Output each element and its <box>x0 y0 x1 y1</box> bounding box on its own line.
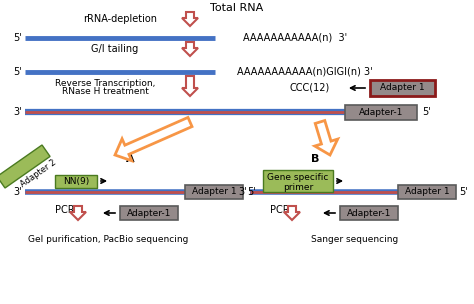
FancyBboxPatch shape <box>345 105 417 120</box>
Polygon shape <box>182 42 198 56</box>
Text: PCR: PCR <box>55 205 74 215</box>
Text: B: B <box>311 154 319 164</box>
Text: 5': 5' <box>247 187 256 197</box>
Text: Adapter-1: Adapter-1 <box>347 209 391 217</box>
Polygon shape <box>284 206 300 220</box>
Polygon shape <box>182 76 198 96</box>
Text: AAAAAAAAAAA(n)GIGI(n) 3': AAAAAAAAAAA(n)GIGI(n) 3' <box>237 67 373 77</box>
FancyBboxPatch shape <box>370 80 435 96</box>
Text: G/I tailing: G/I tailing <box>91 44 138 54</box>
Text: 3': 3' <box>239 187 247 197</box>
FancyBboxPatch shape <box>120 206 178 220</box>
FancyBboxPatch shape <box>263 170 333 192</box>
Text: NN(9): NN(9) <box>63 177 89 186</box>
Text: Sanger sequencing: Sanger sequencing <box>311 236 399 244</box>
Text: A: A <box>126 154 134 164</box>
Text: Reverse Transcription,: Reverse Transcription, <box>55 78 155 88</box>
Text: Adapter 1: Adapter 1 <box>405 188 449 196</box>
FancyBboxPatch shape <box>398 185 456 199</box>
Polygon shape <box>115 117 192 161</box>
Text: Adapter 1: Adapter 1 <box>380 84 425 92</box>
Text: Gel purification, PacBio sequencing: Gel purification, PacBio sequencing <box>28 236 188 244</box>
Text: 5': 5' <box>14 67 22 77</box>
Text: Adapter-1: Adapter-1 <box>359 108 403 117</box>
FancyBboxPatch shape <box>340 206 398 220</box>
Text: Gene specific: Gene specific <box>267 174 328 182</box>
Text: 5': 5' <box>460 187 468 197</box>
Text: AAAAAAAAAAA(n)  3': AAAAAAAAAAA(n) 3' <box>243 33 347 43</box>
Polygon shape <box>315 121 337 155</box>
Text: 3': 3' <box>14 107 22 117</box>
Text: Adapter 1: Adapter 1 <box>191 188 237 196</box>
Text: CCC(12): CCC(12) <box>290 83 330 93</box>
FancyBboxPatch shape <box>55 175 97 188</box>
Text: Adapter-1: Adapter-1 <box>127 209 171 217</box>
Text: 5': 5' <box>423 107 431 117</box>
Text: PCR: PCR <box>270 205 290 215</box>
Polygon shape <box>70 206 86 220</box>
Text: RNase H treatment: RNase H treatment <box>62 88 148 96</box>
FancyBboxPatch shape <box>0 145 50 188</box>
Text: 5': 5' <box>14 33 22 43</box>
FancyBboxPatch shape <box>185 185 243 199</box>
Text: rRNA-depletion: rRNA-depletion <box>83 14 157 24</box>
Text: Total RNA: Total RNA <box>210 3 264 13</box>
Polygon shape <box>182 12 198 26</box>
Text: primer: primer <box>283 182 313 192</box>
Text: Adapter 2: Adapter 2 <box>18 157 57 188</box>
Text: 3': 3' <box>14 187 22 197</box>
